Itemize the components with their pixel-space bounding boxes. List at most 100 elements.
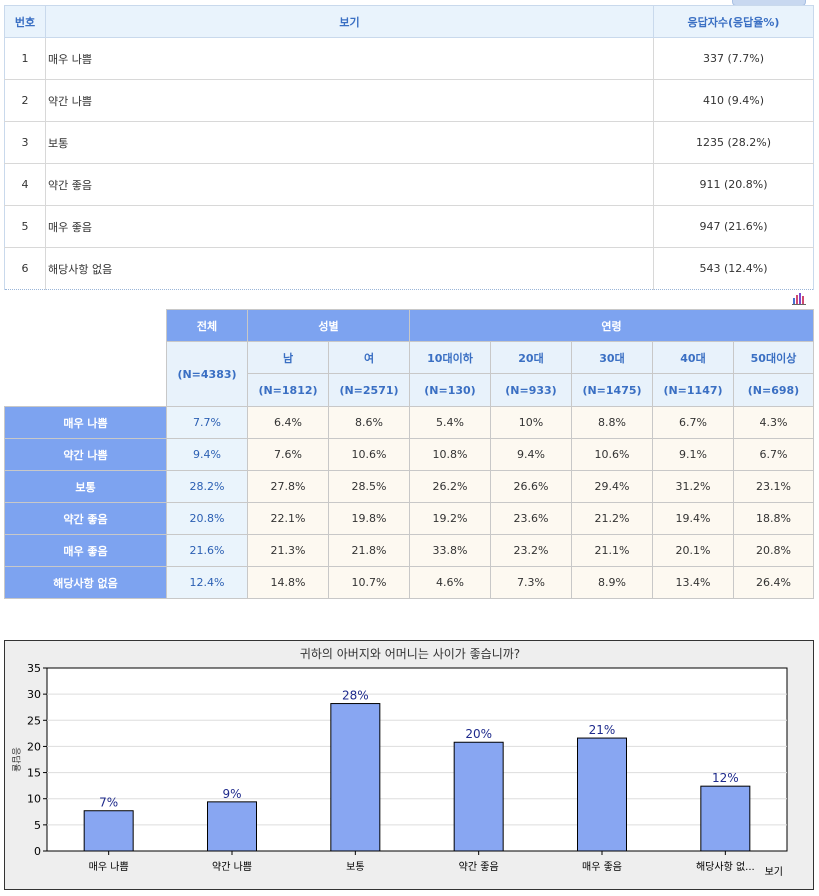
bar xyxy=(330,703,381,852)
summary-row: 6 해당사항 없음 543 (12.4%) xyxy=(4,247,814,290)
crosstab-total-cell: 9.4% xyxy=(166,438,248,471)
row-option-label: 약간 나쁨 xyxy=(45,79,654,122)
bar-data-label: 9% xyxy=(222,787,241,801)
crosstab-col-n: (N=2571) xyxy=(328,373,410,407)
crosstab-cell: 10.6% xyxy=(328,438,410,471)
crosstab-cell: 6.7% xyxy=(733,438,814,471)
crosstab-cell: 9.4% xyxy=(490,438,572,471)
crosstab-cell: 13.4% xyxy=(652,566,734,599)
y-tick-label: 30 xyxy=(27,688,41,701)
x-tick-label: 매우 좋음 xyxy=(582,861,622,873)
crosstab-row: 보통 28.2% 27.8% 28.5% 26.2% 26.6% 29.4% 31.2% 23.… xyxy=(4,470,814,503)
summary-row: 1 매우 나쁨 337 (7.7%) xyxy=(4,37,814,80)
crosstab-cell: 9.1% xyxy=(652,438,734,471)
crosstab-col-label: 10대이하 xyxy=(409,341,491,374)
crosstab-row-label: 보통 xyxy=(4,470,167,503)
bar-data-label: 12% xyxy=(712,771,739,785)
row-response-value: 911 (20.8%) xyxy=(653,163,814,206)
row-number: 1 xyxy=(4,37,46,80)
row-number: 6 xyxy=(4,247,46,290)
bar-chart-svg: 귀하의 아버지와 어머니는 사이가 좋습니까? 0 5 10 15 20 25 30 35 응답율… xyxy=(10,647,788,878)
crosstab-row: 매우 나쁨 7.7% 6.4% 8.6% 5.4% 10% 8.8% 6.7% 4.3% xyxy=(4,406,814,439)
row-response-value: 337 (7.7%) xyxy=(653,37,814,80)
crosstab-cell: 33.8% xyxy=(409,534,491,567)
crosstab-cell: 23.1% xyxy=(733,470,814,503)
bar-data-label: 21% xyxy=(589,723,616,737)
crosstab-row: 매우 좋음 21.6% 21.3% 21.8% 33.8% 23.2% 21.1% 20.1%… xyxy=(4,534,814,567)
bar xyxy=(453,741,504,852)
crosstab-total-cell: 7.7% xyxy=(166,406,248,439)
crosstab-cell: 21.3% xyxy=(247,534,329,567)
bar xyxy=(83,810,134,852)
bar-data-label: 20% xyxy=(465,727,492,741)
crosstab-cell: 14.8% xyxy=(247,566,329,599)
crosstab-cell: 10.8% xyxy=(409,438,491,471)
crosstab-header-age: 연령 xyxy=(409,309,814,342)
crosstab-cell: 7.6% xyxy=(247,438,329,471)
crosstab-cell: 5.4% xyxy=(409,406,491,439)
crosstab-cell: 27.8% xyxy=(247,470,329,503)
crosstab-row-label: 약간 나쁨 xyxy=(4,438,167,471)
crosstab-cell: 7.3% xyxy=(490,566,572,599)
crosstab-cell: 4.3% xyxy=(733,406,814,439)
crosstab-col-n: (N=698) xyxy=(733,373,814,407)
crosstab-cell: 23.2% xyxy=(490,534,572,567)
crosstab-row: 해당사항 없음 12.4% 14.8% 10.7% 4.6% 7.3% 8.9% 13.4% 2… xyxy=(4,566,814,599)
crosstab-cell: 10.6% xyxy=(571,438,653,471)
x-tick-label: 약간 좋음 xyxy=(459,861,499,873)
crosstab-row-label: 약간 좋음 xyxy=(4,502,167,535)
crosstab-cell: 22.1% xyxy=(247,502,329,535)
bar-chart: 귀하의 아버지와 어머니는 사이가 좋습니까? 0 5 10 15 20 25 30 35 응답율… xyxy=(4,640,814,890)
bar-data-label: 7% xyxy=(99,796,118,810)
x-tick-label: 해당사항 없... xyxy=(696,860,755,873)
crosstab-cell: 29.4% xyxy=(571,470,653,503)
row-response-value: 410 (9.4%) xyxy=(653,79,814,122)
row-number: 2 xyxy=(4,79,46,122)
crosstab-cell: 26.4% xyxy=(733,566,814,599)
plot-area xyxy=(46,667,788,852)
crosstab-header-gender: 성별 xyxy=(247,309,410,342)
header-option: 보기 xyxy=(45,5,654,38)
crosstab-header-total: 전체 xyxy=(166,309,248,342)
y-tick-label: 0 xyxy=(34,845,41,858)
crosstab-col-label: 50대이상 xyxy=(733,341,814,374)
row-response-value: 543 (12.4%) xyxy=(653,247,814,290)
crosstab-cell: 23.6% xyxy=(490,502,572,535)
row-response-value: 947 (21.6%) xyxy=(653,205,814,248)
crosstab-row: 약간 좋음 20.8% 22.1% 19.8% 19.2% 23.6% 21.2% 19.4%… xyxy=(4,502,814,535)
crosstab-total-cell: 28.2% xyxy=(166,470,248,503)
y-axis-label: 응답율 xyxy=(10,747,22,772)
crosstab-cell: 26.2% xyxy=(409,470,491,503)
crosstab-cell: 18.8% xyxy=(733,502,814,535)
crosstab-cell: 21.1% xyxy=(571,534,653,567)
crosstab-col-label: 30대 xyxy=(571,341,653,374)
row-number: 3 xyxy=(4,121,46,164)
y-tick-label: 35 xyxy=(27,662,41,675)
y-tick-label: 20 xyxy=(27,740,41,753)
crosstab-col-n: (N=933) xyxy=(490,373,572,407)
bar-data-label: 28% xyxy=(342,689,369,703)
crosstab-total-n: (N=4383) xyxy=(166,341,248,407)
y-tick-label: 5 xyxy=(34,819,41,832)
crosstab-cell: 19.2% xyxy=(409,502,491,535)
crosstab-col-label: 여 xyxy=(328,341,410,374)
crosstab-cell: 26.6% xyxy=(490,470,572,503)
y-tick-label: 25 xyxy=(27,714,41,727)
x-axis-label: 보기 xyxy=(765,866,783,878)
crosstab-cell: 21.2% xyxy=(571,502,653,535)
row-option-label: 매우 좋음 xyxy=(45,205,654,248)
crosstab-cell: 10.7% xyxy=(328,566,410,599)
chart-title: 귀하의 아버지와 어머니는 사이가 좋습니까? xyxy=(300,647,520,661)
crosstab-cell: 21.8% xyxy=(328,534,410,567)
row-number: 5 xyxy=(4,205,46,248)
crosstab-row-label: 매우 좋음 xyxy=(4,534,167,567)
crosstab-cell: 6.4% xyxy=(247,406,329,439)
x-tick-label: 약간 나쁨 xyxy=(212,861,252,873)
bar-chart-icon[interactable] xyxy=(792,291,808,305)
crosstab-cell: 8.8% xyxy=(571,406,653,439)
crosstab-cell: 10% xyxy=(490,406,572,439)
row-response-value: 1235 (28.2%) xyxy=(653,121,814,164)
row-option-label: 약간 좋음 xyxy=(45,163,654,206)
bar xyxy=(577,737,627,852)
x-tick-label: 보통 xyxy=(346,861,364,873)
